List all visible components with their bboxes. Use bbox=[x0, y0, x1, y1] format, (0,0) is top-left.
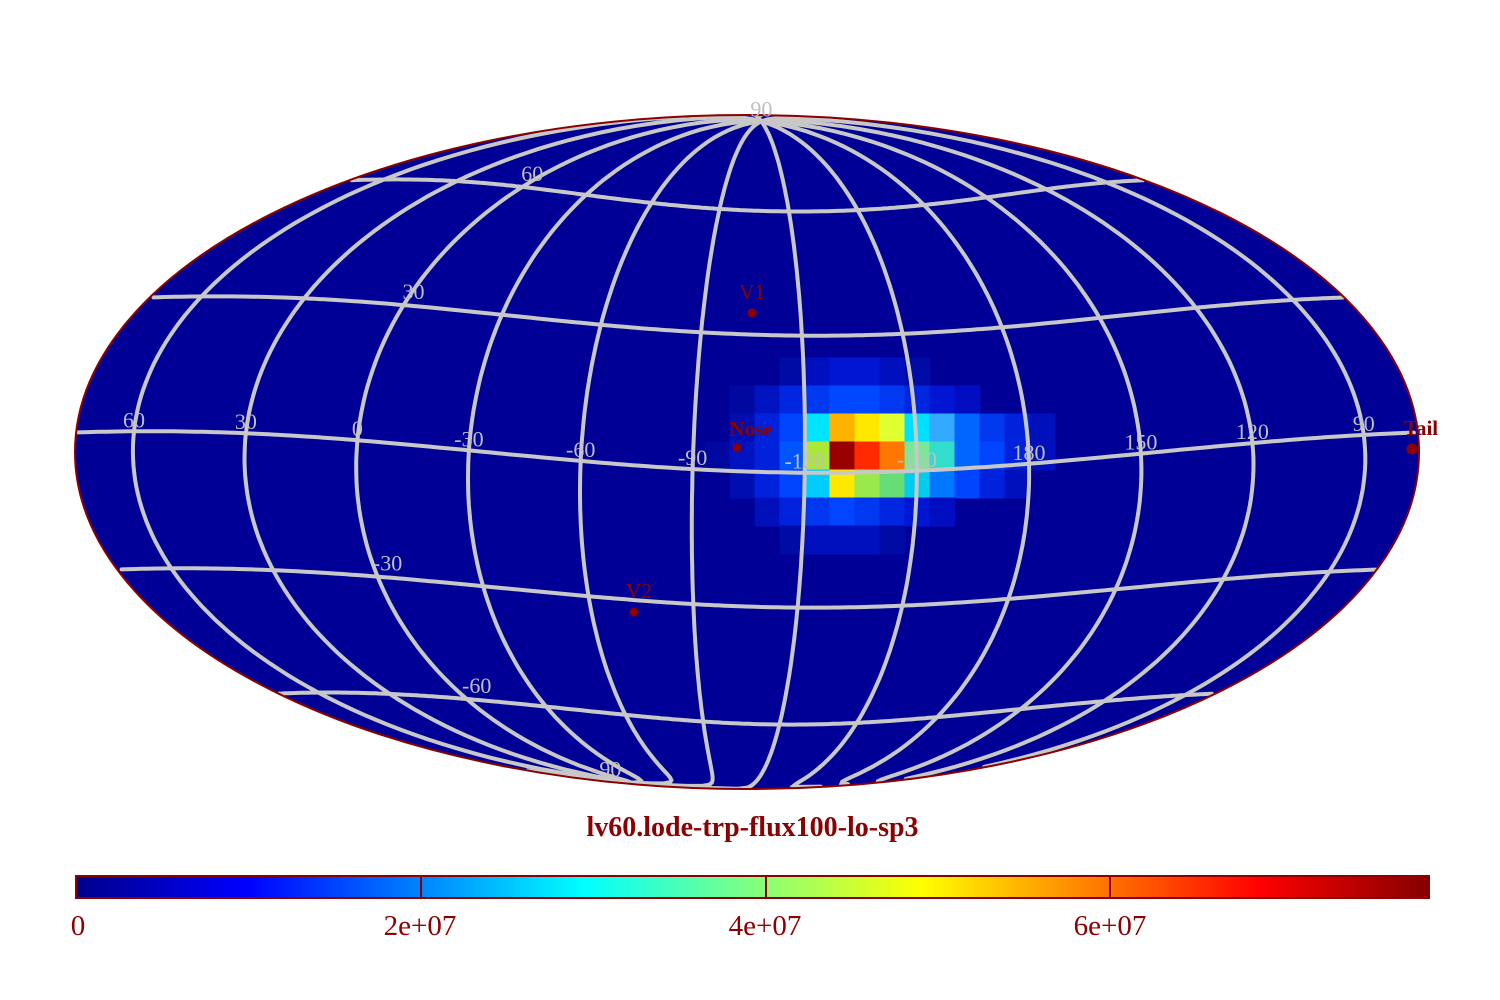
colorbar-tick-6e07 bbox=[1109, 877, 1111, 897]
heatmap-cell bbox=[879, 441, 906, 471]
lat-label--60: -60 bbox=[462, 673, 491, 698]
heatmap-cell bbox=[829, 385, 856, 415]
heatmap-cell bbox=[954, 469, 981, 499]
heatmap-cell bbox=[779, 413, 806, 443]
colorbar bbox=[75, 875, 1430, 899]
heatmap-cell bbox=[929, 441, 956, 471]
marker-dot-nose bbox=[732, 443, 742, 453]
lon-label--150: -150 bbox=[897, 447, 937, 472]
heatmap-cell bbox=[854, 441, 881, 471]
graticule-line bbox=[349, 177, 1145, 214]
marker-dot-v2 bbox=[629, 607, 639, 617]
heatmap-cell bbox=[879, 413, 906, 443]
colorbar-label-0: 0 bbox=[70, 910, 86, 942]
heatmap-cell bbox=[929, 497, 956, 527]
colorbar-label-6e07: 6e+07 bbox=[1073, 910, 1147, 942]
heatmap-cell bbox=[979, 413, 1006, 443]
lon-label-180: 180 bbox=[1013, 440, 1046, 465]
lon-label-0: 0 bbox=[352, 416, 363, 441]
colorbar-tick-4e07 bbox=[765, 877, 767, 897]
heatmap-cell bbox=[879, 497, 906, 527]
heatmap-cell bbox=[829, 441, 856, 471]
lat-label-60: 60 bbox=[521, 161, 543, 186]
lon-label-90: 90 bbox=[1353, 411, 1375, 436]
heatmap-cell bbox=[804, 357, 831, 387]
heatmap-cell bbox=[854, 357, 881, 387]
heatmap-cell bbox=[804, 497, 831, 527]
heatmap-cell bbox=[779, 497, 806, 527]
lon-label--30: -30 bbox=[454, 426, 483, 451]
north-pole-label: 90 bbox=[750, 96, 772, 121]
figure-title: lv60.lode-trp-flux100-lo-sp3 bbox=[586, 812, 919, 843]
heatmap-cell bbox=[829, 497, 856, 527]
heatmap-cell bbox=[804, 385, 831, 415]
heatmap-cell bbox=[754, 469, 781, 499]
heatmap-cell bbox=[879, 525, 906, 555]
marker-dot-v1 bbox=[747, 308, 757, 318]
heatmap-cell bbox=[754, 385, 781, 415]
heatmap-cell bbox=[829, 357, 856, 387]
heatmap-cell bbox=[754, 441, 781, 471]
heatmap-cell bbox=[879, 385, 906, 415]
heatmap-cell bbox=[929, 385, 956, 415]
lon-label-30: 30 bbox=[235, 409, 257, 434]
map-outline bbox=[74, 114, 1420, 790]
colorbar-label-4e07: 4e+07 bbox=[728, 910, 802, 942]
graticule-line bbox=[75, 429, 1416, 475]
colorbar-tick-2e07 bbox=[420, 877, 422, 897]
lat-label--30: -30 bbox=[373, 551, 402, 576]
marker-label-tail: Tail bbox=[1404, 416, 1438, 440]
south-pole-label: -90 bbox=[592, 757, 621, 782]
heatmap-cell bbox=[729, 385, 756, 415]
heatmap-cell bbox=[804, 413, 831, 443]
heatmap-cell bbox=[804, 441, 831, 471]
heatmap-cell bbox=[904, 385, 931, 415]
heatmap-cell bbox=[979, 469, 1006, 499]
lat-label-30: 30 bbox=[403, 279, 425, 304]
lon-label--120: -120 bbox=[785, 449, 825, 474]
heatmap-cell bbox=[1029, 413, 1056, 443]
heatmap-cell bbox=[929, 469, 956, 499]
heatmap-cell bbox=[729, 413, 756, 443]
heatmap-cell bbox=[879, 469, 906, 499]
marker-label-v2: V2 bbox=[626, 579, 652, 603]
lon-label-120: 120 bbox=[1236, 419, 1269, 444]
heatmap-cell bbox=[1029, 441, 1056, 471]
heatmap-cell bbox=[704, 441, 731, 471]
heatmap-cell bbox=[854, 497, 881, 527]
lon-label-60: 60 bbox=[123, 407, 145, 432]
heatmap-cell bbox=[954, 385, 981, 415]
heatmap-cell bbox=[779, 441, 806, 471]
heatmap-cell bbox=[879, 357, 906, 387]
lon-label--90: -90 bbox=[678, 445, 707, 470]
heatmap-cell bbox=[829, 413, 856, 443]
lon-label-150: 150 bbox=[1124, 430, 1157, 455]
graticule-line bbox=[151, 294, 1345, 338]
heatmap-cell bbox=[854, 385, 881, 415]
marker-label-nose: Nose bbox=[729, 417, 772, 441]
heatmap-cell bbox=[854, 413, 881, 443]
colorbar-gradient bbox=[77, 877, 1428, 897]
heatmap-cell bbox=[729, 469, 756, 499]
heatmap-cell bbox=[754, 413, 781, 443]
heatmap-cell bbox=[754, 497, 781, 527]
marker-label-v1: V1 bbox=[739, 280, 765, 304]
heatmap-cell bbox=[829, 525, 856, 555]
heatmap-cell bbox=[954, 413, 981, 443]
graticule-line bbox=[119, 566, 1379, 610]
heatmap-cell bbox=[779, 385, 806, 415]
heatmap-cell bbox=[1004, 469, 1031, 499]
colorbar-label-2e07: 2e+07 bbox=[383, 910, 457, 942]
heatmap-cell bbox=[854, 525, 881, 555]
graticule-line bbox=[276, 690, 1214, 727]
marker-dot-tail bbox=[1406, 443, 1418, 455]
heatmap-cell bbox=[929, 413, 956, 443]
heatmap-cell bbox=[804, 525, 831, 555]
heatmap-cell bbox=[779, 357, 806, 387]
lon-label--60: -60 bbox=[566, 437, 595, 462]
